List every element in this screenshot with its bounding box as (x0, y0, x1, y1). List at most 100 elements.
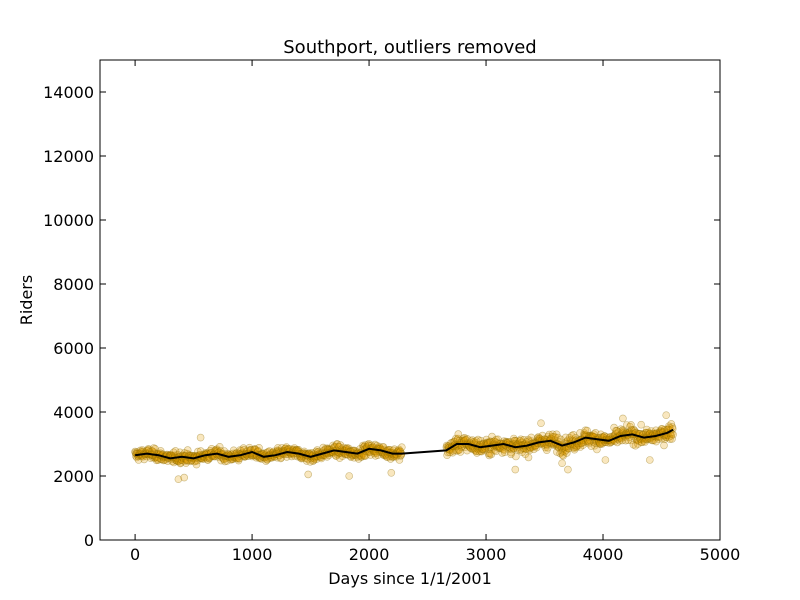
scatter-point (180, 473, 188, 482)
scatter-point (329, 441, 337, 450)
scatter-point (239, 444, 248, 452)
x-tick-label: 4000 (583, 545, 624, 564)
scatter-point (494, 435, 502, 444)
scatter-point (371, 440, 379, 449)
scatter-point (551, 433, 560, 442)
scatter-point (382, 453, 391, 461)
scatter-point (579, 441, 587, 449)
scatter-point (274, 444, 282, 452)
scatter-point (500, 446, 509, 454)
scatter-point (558, 451, 567, 459)
scatter-point (169, 448, 178, 457)
scatter-point (645, 456, 654, 464)
scatter-point (596, 440, 605, 449)
scatter-point (176, 458, 185, 467)
scatter-point (666, 435, 674, 443)
scatter-point (473, 449, 481, 457)
scatter-point (574, 441, 583, 450)
axis-ticks: 0 1000 2000 3000 4000 5000 0 2000 4000 6000 8000 10… (43, 60, 740, 564)
scatter-point (559, 451, 568, 460)
scatter-point (319, 443, 328, 452)
scatter-point (511, 465, 520, 474)
scatter-point (532, 443, 541, 452)
scatter-point (621, 436, 630, 445)
scatter-point (538, 431, 547, 440)
scatter-point (665, 422, 673, 431)
scatter-point (633, 436, 641, 445)
scatter-point (662, 411, 671, 420)
scatter-point (455, 445, 464, 454)
y-tick-label: 0 (84, 531, 94, 550)
scatter-point (234, 456, 243, 465)
scatter-point (610, 423, 618, 432)
scatter-point (448, 448, 457, 457)
scatter-point (658, 425, 667, 433)
plot-area: 0 1000 2000 3000 4000 5000 0 2000 4000 6000 8000 10… (43, 59, 740, 564)
scatter-point (657, 425, 666, 433)
scatter-point (637, 420, 646, 429)
y-tick-label: 10000 (43, 211, 94, 230)
scatter-point (616, 425, 625, 434)
scatter-point (576, 443, 585, 451)
scatter-point (170, 458, 178, 467)
y-tick-label: 2000 (53, 467, 94, 486)
scatter-point (634, 440, 642, 448)
scatter-point (171, 447, 180, 455)
scatter-point (487, 450, 496, 459)
scatter-point (618, 427, 626, 435)
scatter-point (637, 438, 646, 447)
scatter-point (543, 443, 552, 452)
scatter-point (452, 434, 460, 443)
scatter-point (472, 447, 480, 455)
scatter-point (613, 438, 622, 447)
scatter-point (641, 438, 649, 446)
scatter-point (529, 445, 538, 454)
scatter-point (638, 438, 646, 447)
scatter-point (589, 430, 598, 439)
scatter-point (562, 449, 571, 457)
scatter-point (627, 421, 635, 429)
scatter-point (627, 425, 636, 434)
scatter-point (561, 433, 570, 442)
scatter-point (510, 436, 519, 445)
scatter-point (549, 433, 558, 441)
scatter-point (459, 434, 468, 443)
scatter-point (485, 451, 494, 460)
scatter-point (596, 430, 605, 439)
scatter-point (509, 434, 518, 443)
scatter-point (482, 435, 491, 444)
scatter-point (215, 442, 224, 451)
scatter-point (354, 455, 363, 463)
scatter-point (366, 451, 375, 459)
scatter-point (614, 428, 623, 436)
scatter-point (383, 453, 392, 461)
scatter-point (361, 451, 370, 460)
scatter-point (443, 451, 451, 460)
scatter-point (290, 444, 299, 452)
scatter-point (642, 428, 651, 437)
scatter-point (569, 444, 578, 452)
scatter-point (515, 437, 524, 445)
scatter-point (629, 440, 638, 449)
scatter-point (520, 435, 528, 444)
scatter-point (486, 437, 495, 446)
scatter-point (476, 436, 485, 445)
scatter-point (182, 459, 190, 467)
x-tick-label: 0 (130, 545, 140, 564)
scatter-point (196, 447, 205, 455)
scatter-point (567, 431, 576, 440)
scatter-point (456, 448, 465, 456)
scatter-point (553, 448, 561, 456)
y-axis-label: Riders (17, 275, 36, 325)
scatter-point (203, 455, 212, 464)
scatter-point (204, 456, 212, 464)
scatter-point (587, 442, 596, 451)
scatter-point (472, 447, 481, 456)
scatter-point (569, 430, 578, 439)
scatter-point (196, 433, 205, 442)
scatter-point (557, 448, 566, 457)
y-tick-label: 4000 (53, 403, 94, 422)
x-tick-label: 3000 (466, 545, 507, 564)
scatter-point (629, 425, 638, 434)
